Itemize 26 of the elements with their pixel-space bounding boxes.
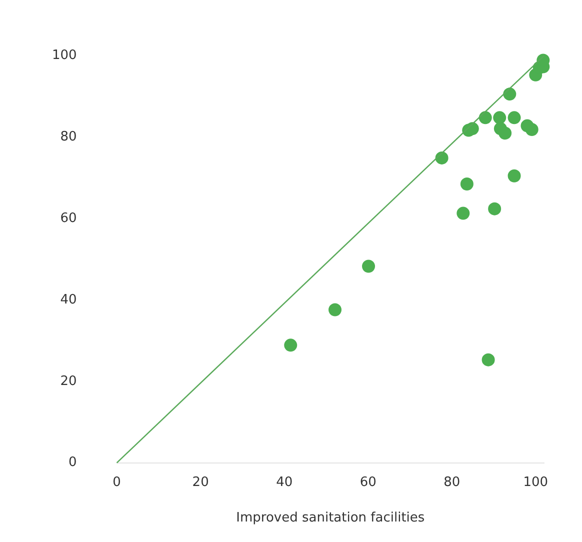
point xyxy=(498,126,512,140)
y-tick-label: 60 xyxy=(60,210,77,226)
x-axis-title: Improved sanitation facilities xyxy=(236,510,425,526)
point xyxy=(328,303,342,316)
point xyxy=(482,353,495,366)
point xyxy=(362,260,376,273)
y-tick-label: 100 xyxy=(52,48,77,64)
point xyxy=(508,111,521,124)
x-tick-label: 40 xyxy=(276,474,293,490)
x-tick-label: 0 xyxy=(112,474,121,490)
x-tick-label: 80 xyxy=(444,474,460,490)
point xyxy=(456,206,470,220)
x-tick-label: 100 xyxy=(523,474,548,490)
point xyxy=(508,169,521,182)
point xyxy=(478,111,492,124)
x-tick-label: 20 xyxy=(192,474,209,490)
point xyxy=(460,178,474,191)
point xyxy=(525,122,538,136)
point xyxy=(493,111,506,124)
point xyxy=(284,338,298,352)
y-tick-label: 0 xyxy=(68,455,77,470)
x-tick-label: 60 xyxy=(360,474,376,490)
point xyxy=(488,202,502,216)
y-tick-label: 20 xyxy=(60,374,77,389)
y-tick-label: 40 xyxy=(60,292,77,308)
y-tick-label: 80 xyxy=(60,130,77,145)
